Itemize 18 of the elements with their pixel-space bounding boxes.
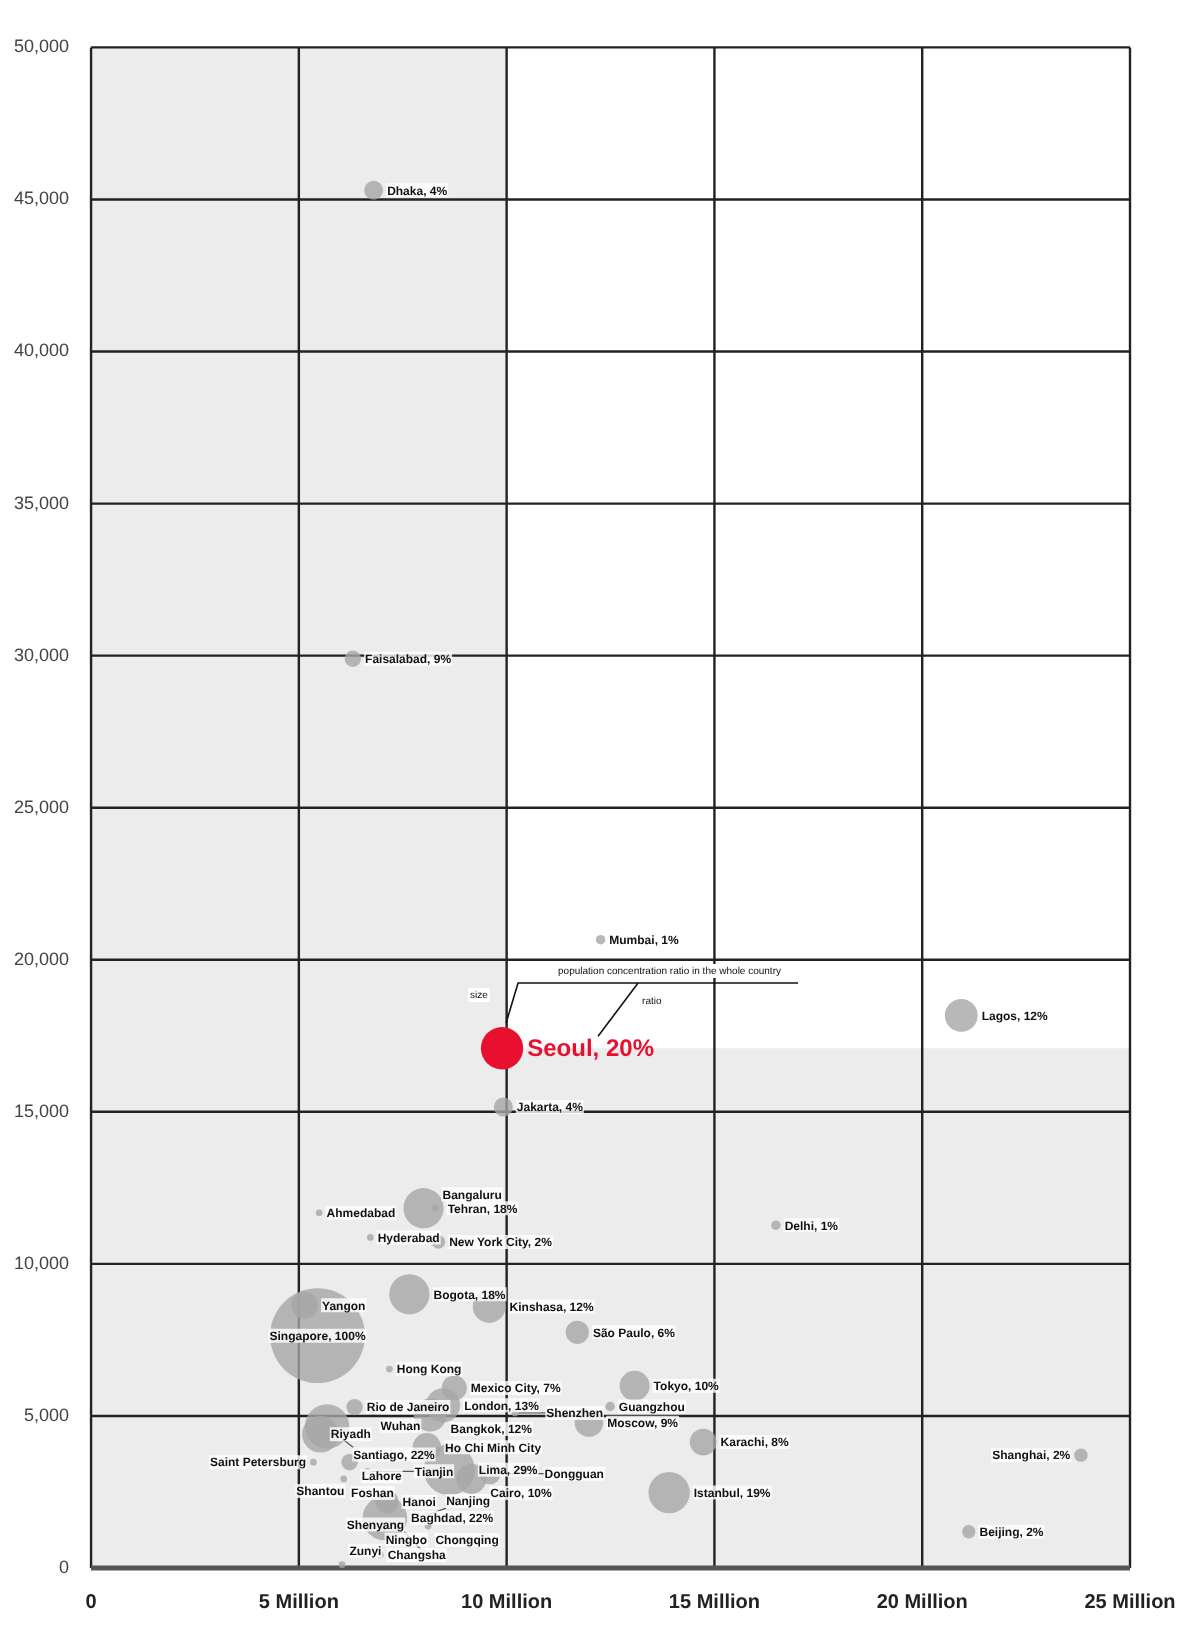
y-tick-label: 20,000 bbox=[13, 948, 70, 969]
y-tick-label: 40,000 bbox=[13, 340, 70, 361]
y-tick-label: 30,000 bbox=[13, 644, 70, 665]
x-tick-label: 0 bbox=[85, 1591, 98, 1614]
y-tick-label: 15,000 bbox=[13, 1100, 70, 1121]
y-tick-label: 50,000 bbox=[13, 36, 70, 57]
annotation: Seoul, 20% bbox=[527, 1033, 655, 1062]
y-tick-label: 10,000 bbox=[13, 1252, 70, 1273]
y-tick-label: 35,000 bbox=[13, 492, 70, 513]
y-tick-label: 0 bbox=[59, 1556, 70, 1577]
y-tick-label: 45,000 bbox=[13, 188, 70, 209]
y-tick-label: 25,000 bbox=[13, 796, 70, 817]
x-tick-label: 5 Million bbox=[258, 1591, 339, 1614]
x-tick-label: 25 Million bbox=[1084, 1591, 1176, 1614]
x-tick-label: 10 Million bbox=[461, 1591, 553, 1614]
x-tick-label: 20 Million bbox=[876, 1591, 968, 1614]
y-tick-label: 5,000 bbox=[23, 1404, 70, 1425]
x-tick-label: 15 Million bbox=[668, 1591, 760, 1614]
